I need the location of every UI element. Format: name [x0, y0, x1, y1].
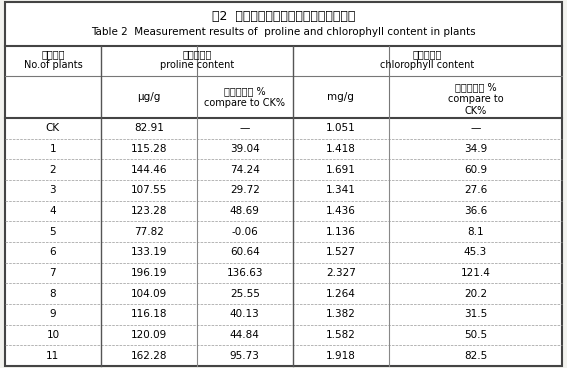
Text: 1.136: 1.136 — [326, 227, 356, 237]
Text: 162.28: 162.28 — [130, 351, 167, 361]
Text: 60.64: 60.64 — [230, 247, 260, 257]
Text: 27.6: 27.6 — [464, 185, 487, 195]
Text: 1: 1 — [49, 144, 56, 154]
Text: 196.19: 196.19 — [130, 268, 167, 278]
Text: 9: 9 — [49, 309, 56, 319]
Text: 植株编号: 植株编号 — [41, 49, 65, 59]
Text: 48.69: 48.69 — [230, 206, 260, 216]
Text: —: — — [470, 123, 481, 133]
Text: 1.264: 1.264 — [326, 289, 356, 299]
Text: CK%: CK% — [464, 106, 486, 116]
Text: No.of plants: No.of plants — [23, 60, 82, 70]
Text: 31.5: 31.5 — [464, 309, 487, 319]
Text: 比对照增减 %: 比对照增减 % — [455, 82, 496, 92]
Text: 2.327: 2.327 — [326, 268, 356, 278]
Text: 5: 5 — [49, 227, 56, 237]
Text: 1.051: 1.051 — [326, 123, 356, 133]
Text: mg/g: mg/g — [327, 92, 354, 102]
Text: 7: 7 — [49, 268, 56, 278]
Text: 82.5: 82.5 — [464, 351, 487, 361]
Text: 1.341: 1.341 — [326, 185, 356, 195]
Text: 34.9: 34.9 — [464, 144, 487, 154]
Text: 1.918: 1.918 — [326, 351, 356, 361]
Text: 107.55: 107.55 — [130, 185, 167, 195]
Text: 1.582: 1.582 — [326, 330, 356, 340]
Text: 2: 2 — [49, 164, 56, 175]
Text: 表2  植株中脯氨酸和叶绿素含量测定结果: 表2 植株中脯氨酸和叶绿素含量测定结果 — [212, 10, 355, 22]
Text: 74.24: 74.24 — [230, 164, 260, 175]
Text: 116.18: 116.18 — [130, 309, 167, 319]
Text: 29.72: 29.72 — [230, 185, 260, 195]
Text: -0.06: -0.06 — [231, 227, 258, 237]
Text: 133.19: 133.19 — [130, 247, 167, 257]
Text: 123.28: 123.28 — [130, 206, 167, 216]
Text: chlorophyll content: chlorophyll content — [380, 60, 475, 70]
Text: 10: 10 — [46, 330, 60, 340]
Text: 脯氨酸含量: 脯氨酸含量 — [182, 49, 211, 59]
Text: 44.84: 44.84 — [230, 330, 260, 340]
Text: 95.73: 95.73 — [230, 351, 260, 361]
Text: 4: 4 — [49, 206, 56, 216]
Text: 3: 3 — [49, 185, 56, 195]
Text: 8.1: 8.1 — [467, 227, 484, 237]
Text: Table 2  Measurement results of  proline and chlorophyll content in plants: Table 2 Measurement results of proline a… — [91, 27, 476, 37]
Text: 45.3: 45.3 — [464, 247, 487, 257]
Text: 20.2: 20.2 — [464, 289, 487, 299]
Text: 115.28: 115.28 — [130, 144, 167, 154]
Text: 25.55: 25.55 — [230, 289, 260, 299]
Text: 120.09: 120.09 — [130, 330, 167, 340]
Text: 60.9: 60.9 — [464, 164, 487, 175]
Text: 1.436: 1.436 — [326, 206, 356, 216]
Text: proline content: proline content — [160, 60, 234, 70]
Text: CK: CK — [46, 123, 60, 133]
Text: 叶绿素含量: 叶绿素含量 — [413, 49, 442, 59]
Text: μg/g: μg/g — [137, 92, 160, 102]
Text: 121.4: 121.4 — [460, 268, 490, 278]
Text: compare to: compare to — [447, 94, 503, 104]
Text: 1.382: 1.382 — [326, 309, 356, 319]
Text: 40.13: 40.13 — [230, 309, 260, 319]
Text: 1.418: 1.418 — [326, 144, 356, 154]
Text: 11: 11 — [46, 351, 60, 361]
Text: compare to CK%: compare to CK% — [204, 98, 285, 108]
Text: 82.91: 82.91 — [134, 123, 164, 133]
Text: 77.82: 77.82 — [134, 227, 164, 237]
Text: 比对照增减 %: 比对照增减 % — [224, 86, 265, 96]
Text: 136.63: 136.63 — [227, 268, 263, 278]
Text: 8: 8 — [49, 289, 56, 299]
Text: 6: 6 — [49, 247, 56, 257]
Text: 39.04: 39.04 — [230, 144, 260, 154]
Text: 50.5: 50.5 — [464, 330, 487, 340]
Text: 1.527: 1.527 — [326, 247, 356, 257]
Text: 144.46: 144.46 — [130, 164, 167, 175]
Text: 36.6: 36.6 — [464, 206, 487, 216]
Text: 1.691: 1.691 — [326, 164, 356, 175]
Text: 104.09: 104.09 — [130, 289, 167, 299]
Text: —: — — [240, 123, 250, 133]
